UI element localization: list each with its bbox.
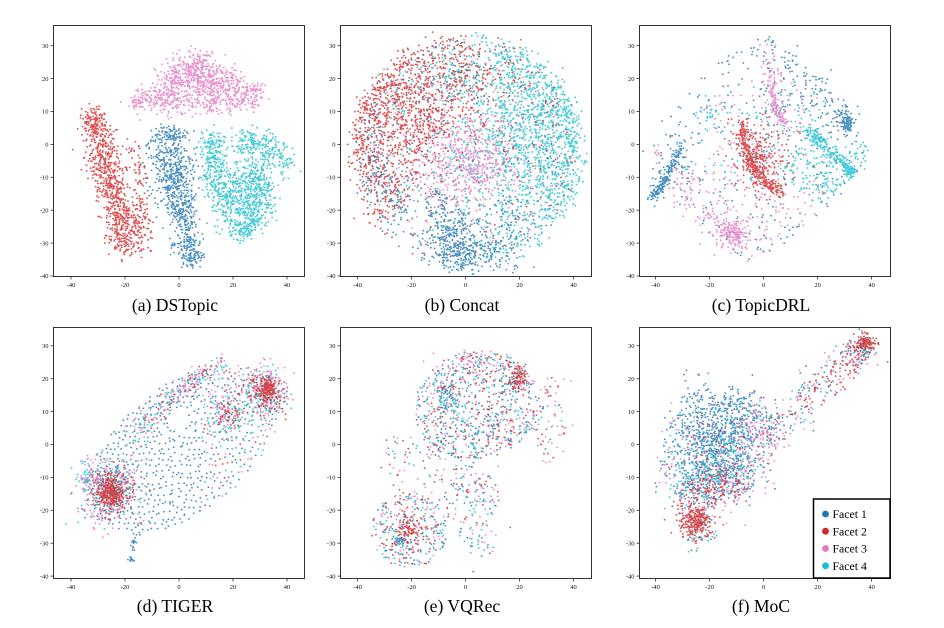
svg-text:-20: -20 [407,282,416,289]
svg-text:(d) TIGER: (d) TIGER [137,596,214,616]
svg-text:Facet 4: Facet 4 [833,559,867,573]
svg-text:0: 0 [45,442,48,449]
svg-text:0: 0 [177,584,180,591]
svg-text:0: 0 [631,442,634,449]
svg-text:-20: -20 [407,584,416,591]
svg-text:(e) VQRec: (e) VQRec [424,596,501,616]
svg-text:20: 20 [42,76,49,83]
svg-text:-40: -40 [626,573,635,580]
svg-text:10: 10 [628,109,635,116]
svg-text:-20: -20 [327,508,336,515]
svg-text:(c) TopicDRL: (c) TopicDRL [712,295,811,315]
svg-text:40: 40 [284,584,291,591]
svg-text:-10: -10 [327,475,336,482]
svg-text:20: 20 [516,584,523,591]
svg-text:40: 40 [868,584,875,591]
svg-text:-30: -30 [40,540,49,547]
svg-text:10: 10 [42,109,49,116]
svg-text:20: 20 [628,76,635,83]
svg-text:20: 20 [329,376,336,383]
svg-text:0: 0 [464,584,467,591]
svg-text:40: 40 [868,282,875,289]
svg-text:(f) MoC: (f) MoC [732,596,790,616]
svg-text:-20: -20 [626,207,635,214]
svg-text:-30: -30 [626,240,635,247]
svg-text:-20: -20 [705,282,714,289]
svg-text:20: 20 [230,282,237,289]
svg-text:-40: -40 [67,282,76,289]
svg-text:20: 20 [814,584,821,591]
svg-text:Facet 2: Facet 2 [833,524,867,538]
svg-text:Facet 1: Facet 1 [833,507,867,521]
svg-text:-10: -10 [327,175,336,182]
svg-text:20: 20 [42,376,49,383]
svg-text:-20: -20 [40,207,49,214]
svg-text:-40: -40 [651,282,660,289]
svg-text:-40: -40 [327,273,336,280]
svg-text:-40: -40 [67,584,76,591]
svg-text:20: 20 [628,376,635,383]
svg-text:-20: -20 [705,584,714,591]
svg-text:0: 0 [631,142,634,149]
svg-text:0: 0 [762,282,765,289]
svg-text:20: 20 [814,282,821,289]
svg-text:0: 0 [177,282,180,289]
svg-text:Facet 3: Facet 3 [833,542,867,556]
svg-text:30: 30 [42,343,49,350]
svg-text:-20: -20 [327,207,336,214]
svg-text:-20: -20 [121,584,130,591]
svg-text:20: 20 [329,76,336,83]
svg-text:20: 20 [516,282,523,289]
svg-text:0: 0 [762,584,765,591]
svg-text:40: 40 [570,282,577,289]
svg-text:-20: -20 [121,282,130,289]
svg-text:30: 30 [42,43,49,50]
svg-text:(b) Concat: (b) Concat [425,295,500,315]
svg-text:30: 30 [628,43,635,50]
svg-text:-20: -20 [626,508,635,515]
svg-text:0: 0 [332,442,335,449]
svg-text:30: 30 [628,343,635,350]
svg-text:-10: -10 [40,175,49,182]
svg-text:0: 0 [45,142,48,149]
svg-text:40: 40 [570,584,577,591]
svg-text:-40: -40 [40,273,49,280]
svg-text:30: 30 [329,343,336,350]
svg-text:10: 10 [42,409,49,416]
svg-text:-10: -10 [626,475,635,482]
svg-text:10: 10 [329,109,336,116]
svg-text:10: 10 [628,409,635,416]
svg-text:0: 0 [464,282,467,289]
svg-text:-30: -30 [626,540,635,547]
svg-text:-30: -30 [327,240,336,247]
svg-text:40: 40 [284,282,291,289]
svg-text:-40: -40 [626,273,635,280]
svg-text:-40: -40 [651,584,660,591]
svg-text:20: 20 [230,584,237,591]
svg-text:30: 30 [329,43,336,50]
svg-text:(a) DSTopic: (a) DSTopic [132,295,218,315]
svg-text:-40: -40 [353,584,362,591]
svg-text:-30: -30 [327,540,336,547]
svg-text:-40: -40 [353,282,362,289]
svg-text:-40: -40 [40,573,49,580]
svg-text:-10: -10 [40,475,49,482]
svg-text:0: 0 [332,142,335,149]
svg-text:-40: -40 [327,573,336,580]
svg-text:-30: -30 [40,240,49,247]
svg-text:-20: -20 [40,508,49,515]
svg-text:-10: -10 [626,175,635,182]
svg-text:10: 10 [329,409,336,416]
